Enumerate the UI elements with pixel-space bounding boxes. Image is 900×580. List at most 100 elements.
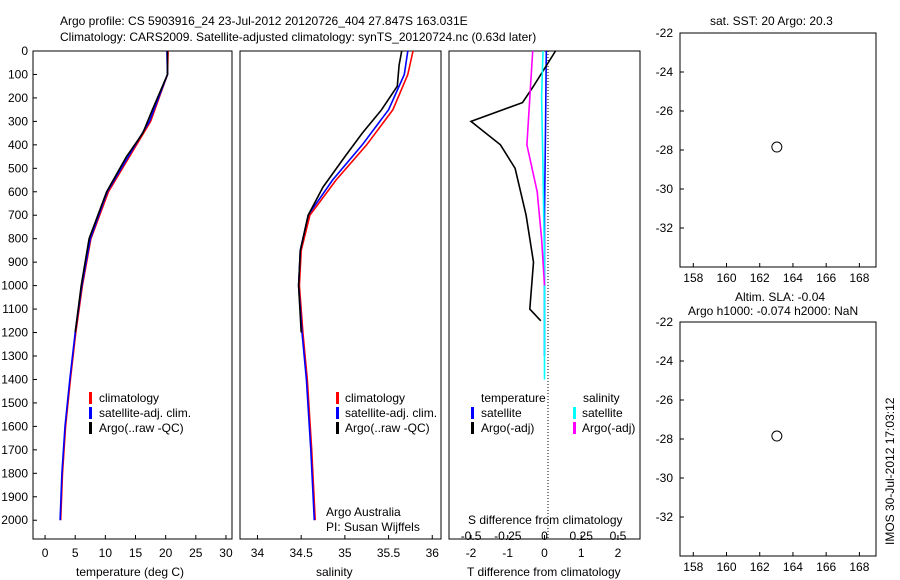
lat-tick-label: -24 <box>656 65 674 79</box>
lat-tick-label: -22 <box>656 26 674 40</box>
temperature-series <box>59 50 169 521</box>
lat-tick-label: -28 <box>656 432 674 446</box>
sst-map-lon-axis: 158 160 162 164 166 168 <box>683 263 870 285</box>
depth-tick-label: 1000 <box>1 279 28 293</box>
argo-position-marker-sst <box>771 141 783 153</box>
x-tick-label: 34 <box>251 546 265 560</box>
series-line-satellite-adj-clim- <box>59 50 169 521</box>
legend-label-t-argo: Argo(-adj) <box>481 421 534 435</box>
x-tick-label: 25 <box>189 546 203 560</box>
depth-tick-label: 900 <box>8 255 28 269</box>
salinity-difference-axis-label: S difference from climatology <box>468 513 623 527</box>
legend-swatch-climatology <box>336 392 339 404</box>
figure-title-line1: Argo profile: CS 5903916_24 23-Jul-2012 … <box>60 14 468 28</box>
depth-tick-label: 1500 <box>1 396 28 410</box>
depth-tick-label: 0 <box>21 44 28 58</box>
lon-tick-label: 160 <box>716 560 736 574</box>
salinity-series <box>297 50 414 521</box>
legend-label-t-satellite: satellite <box>481 406 522 420</box>
x-tick-label: 1 <box>578 546 585 560</box>
lon-tick-label: 166 <box>816 271 836 285</box>
lat-tick-label: -28 <box>656 143 674 157</box>
series-line-argo-adj- <box>469 50 557 322</box>
x-tick-label: -2 <box>466 546 477 560</box>
x-tick-label: 30 <box>219 546 233 560</box>
salinity-legend: climatology satellite-adj. clim. Argo(..… <box>336 391 437 435</box>
lon-tick-label: 158 <box>683 560 703 574</box>
depth-tick-label: 400 <box>8 138 28 152</box>
lon-tick-label: 158 <box>683 271 703 285</box>
x-tick-label: 0 <box>541 546 548 560</box>
difference-legend: temperature salinity satellite satellite… <box>471 391 635 435</box>
lat-tick-label: -22 <box>656 315 674 329</box>
lon-tick-label: 166 <box>816 560 836 574</box>
depth-tick-label: 1300 <box>1 349 28 363</box>
depth-tick-label: 1800 <box>1 466 28 480</box>
temperature-xlabel: temperature (deg C) <box>76 565 184 579</box>
legend-label-s-satellite: satellite <box>582 406 623 420</box>
temperature-x-axis: 0 5 10 15 20 25 30 <box>42 535 233 560</box>
salinity-x-axis: 34 34.5 35 35.5 36 <box>251 535 439 560</box>
lon-tick-label: 160 <box>716 271 736 285</box>
x-tick-label: 15 <box>129 546 143 560</box>
depth-tick-label: 1700 <box>1 443 28 457</box>
x-tick-label: 0 <box>42 546 49 560</box>
x-tick-label: 35.5 <box>377 546 401 560</box>
depth-tick-label: 200 <box>8 91 28 105</box>
legend-label-satellite: satellite-adj. clim. <box>99 406 191 420</box>
timestamp: IMOS 30-Jul-2012 17:03:12 <box>883 397 897 545</box>
depth-tick-label: 500 <box>8 161 28 175</box>
sst-map-lat-axis: -22 -24 -26 -28 -30 -32 <box>656 26 684 235</box>
legend-label-satellite: satellite-adj. clim. <box>345 406 437 420</box>
depth-tick-label: 700 <box>8 208 28 222</box>
series-line-argo-raw-qc- <box>297 50 403 333</box>
temperature-panel <box>32 50 233 540</box>
sla-map-title-line2: Argo h1000: -0.074 h2000: NaN <box>688 304 858 318</box>
lat-tick-label: -32 <box>656 221 674 235</box>
x-tick-label: 5 <box>72 546 79 560</box>
legend-swatch-satellite <box>89 407 92 419</box>
legend-swatch-satellite <box>336 407 339 419</box>
legend-label-climatology: climatology <box>345 391 405 405</box>
lon-tick-label: 164 <box>783 271 803 285</box>
legend-swatch-argo <box>336 422 339 434</box>
x-tick-label: 36 <box>426 546 440 560</box>
salinity-xlabel: salinity <box>316 565 353 579</box>
lat-tick-label: -30 <box>656 182 674 196</box>
legend-swatch-t-satellite <box>471 407 474 419</box>
lon-tick-label: 168 <box>849 271 869 285</box>
salinity-note-line1: Argo Australia <box>326 505 401 519</box>
x-tick-label: 2 <box>615 546 622 560</box>
argo-position-marker-sla <box>771 430 783 442</box>
x-tick-label: 34.5 <box>289 546 313 560</box>
lat-tick-label: -24 <box>656 354 674 368</box>
difference-series <box>469 50 557 380</box>
depth-tick-label: 1600 <box>1 419 28 433</box>
legend-swatch-s-argo <box>573 422 576 434</box>
figure-title-line2: Climatology: CARS2009. Satellite-adjuste… <box>60 30 536 44</box>
legend-label-climatology: climatology <box>99 391 159 405</box>
legend-swatch-argo <box>89 422 92 434</box>
series-line-satellite <box>540 50 546 380</box>
temperature-difference-xlabel: T difference from climatology <box>467 565 621 579</box>
sst-map-title: sat. SST: 20 Argo: 20.3 <box>710 14 833 28</box>
temperature-difference-x-axis: -2 -1 0 1 2 <box>466 535 622 560</box>
lon-tick-label: 168 <box>849 560 869 574</box>
lat-tick-label: -26 <box>656 104 674 118</box>
depth-tick-label: 800 <box>8 232 28 246</box>
depth-tick-label: 1100 <box>2 302 28 316</box>
depth-tick-label: 300 <box>8 114 28 128</box>
lat-tick-label: -26 <box>656 393 674 407</box>
sla-map-title-line1: Altim. SLA: -0.04 <box>735 290 825 304</box>
x-tick-label: -1 <box>502 546 513 560</box>
sla-map-frame <box>679 321 877 557</box>
x-tick-label: 35 <box>338 546 352 560</box>
depth-tick-label: 1200 <box>1 326 28 340</box>
legend-label-argo: Argo(..raw -QC) <box>99 421 184 435</box>
lon-tick-label: 164 <box>783 560 803 574</box>
series-line-argo-raw-qc- <box>74 51 169 333</box>
lon-tick-label: 162 <box>750 560 770 574</box>
depth-axis: 0 100 200 300 400 500 600 700 800 900 1000 1100 1200… <box>1 44 37 527</box>
depth-tick-label: 1400 <box>1 372 28 386</box>
